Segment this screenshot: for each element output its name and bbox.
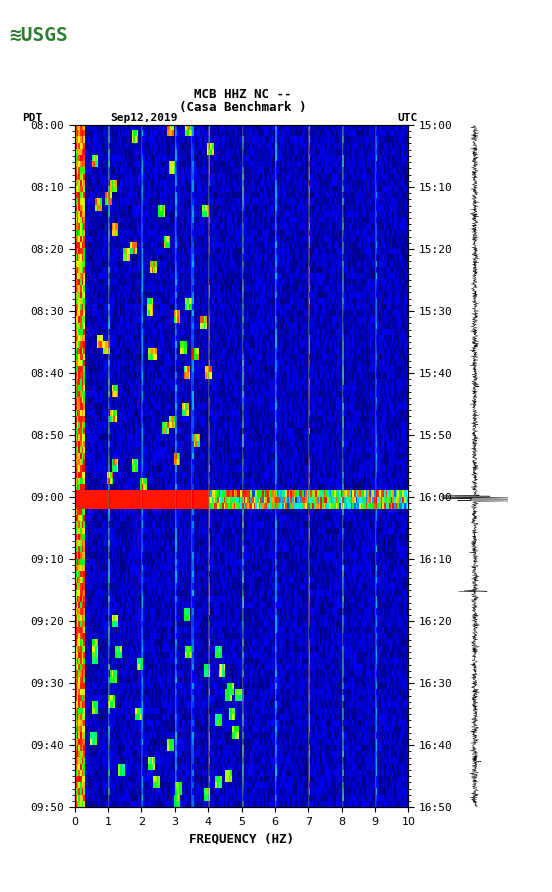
Text: UTC: UTC (397, 113, 418, 123)
Text: PDT: PDT (22, 113, 43, 123)
Text: ≋USGS: ≋USGS (9, 26, 68, 45)
Text: Sep12,2019: Sep12,2019 (110, 113, 178, 123)
Text: MCB HHZ NC --: MCB HHZ NC -- (194, 87, 291, 101)
Text: (Casa Benchmark ): (Casa Benchmark ) (179, 101, 306, 114)
X-axis label: FREQUENCY (HZ): FREQUENCY (HZ) (189, 832, 294, 846)
